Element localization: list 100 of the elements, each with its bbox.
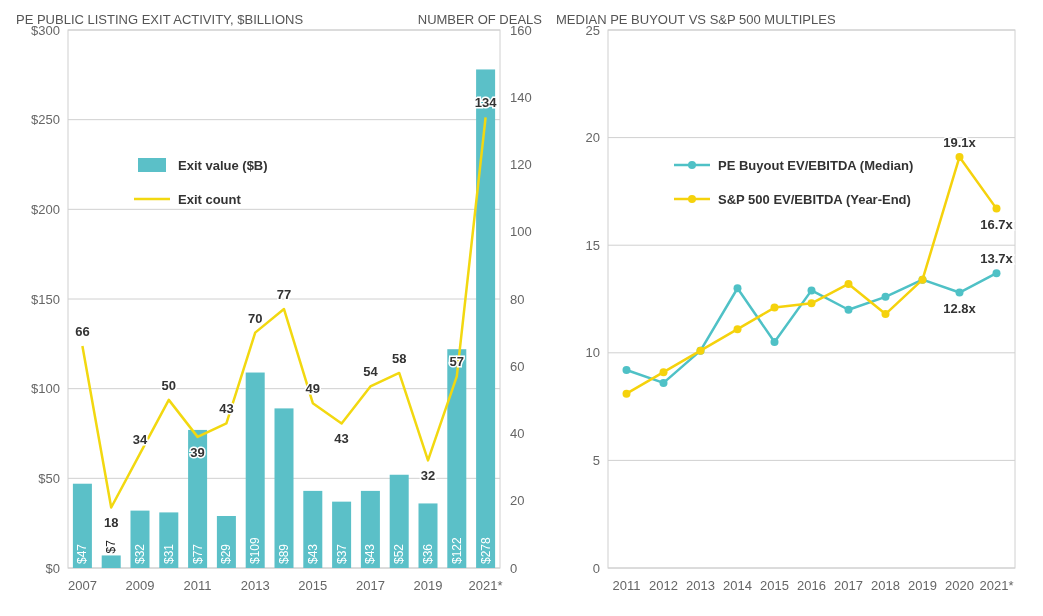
legend-label: Exit value ($B) — [178, 157, 268, 173]
legend-label: S&P 500 EV/EBITDA (Year-End) — [718, 191, 911, 207]
x-tick-label: 2011 — [183, 578, 212, 593]
point — [992, 269, 1001, 278]
point — [733, 284, 742, 293]
x-tick-label: 2013 — [240, 578, 270, 593]
data-label: 39 — [190, 444, 205, 460]
data-label: $32 — [133, 543, 147, 564]
y-tick-label: $100 — [31, 381, 60, 397]
data-label: 34 — [132, 431, 148, 447]
bar — [159, 512, 179, 568]
data-label: $89 — [277, 543, 291, 564]
data-label: $29 — [219, 543, 234, 564]
bar — [332, 501, 352, 568]
y-tick-label: $200 — [31, 201, 60, 217]
data-label: 16.7x — [980, 216, 1014, 232]
point — [844, 305, 853, 314]
data-label: $37 — [334, 543, 349, 564]
y2-axis-title: NUMBER OF DEALS — [417, 12, 543, 27]
point — [659, 378, 668, 387]
point — [622, 389, 631, 398]
y-tick-label: $150 — [31, 291, 60, 307]
x-tick-label: 2012 — [649, 578, 678, 593]
x-tick-label: 2011 — [612, 578, 641, 593]
y2-tick-label: 80 — [510, 291, 525, 307]
data-label: 54 — [363, 364, 379, 380]
y-tick-label: $0 — [45, 560, 60, 576]
data-label: $36 — [421, 543, 435, 564]
bar — [101, 555, 121, 568]
y-tick-label: 5 — [592, 452, 600, 468]
x-tick-label: 2017 — [355, 578, 385, 593]
y2-tick-label: 0 — [510, 560, 518, 576]
point — [622, 366, 631, 375]
data-label: 13.7x — [980, 251, 1014, 267]
x-tick-label: 2018 — [871, 578, 900, 593]
x-tick-label: 2020 — [945, 578, 974, 593]
point — [844, 279, 853, 288]
data-label: 19.1x — [943, 134, 977, 150]
data-label: 66 — [75, 324, 90, 340]
y2-tick-label: 60 — [510, 358, 525, 374]
x-tick-label: 2015 — [760, 578, 789, 593]
data-label: 58 — [391, 350, 407, 366]
point — [770, 338, 779, 347]
point — [807, 299, 816, 308]
data-label: $122 — [449, 536, 464, 564]
y-tick-label: 0 — [592, 560, 600, 576]
point — [733, 325, 742, 334]
data-label: 77 — [276, 287, 292, 303]
x-tick-label: 2021* — [979, 578, 1014, 593]
x-tick-label: 2019 — [908, 578, 937, 593]
point — [955, 288, 964, 297]
y2-tick-label: 40 — [510, 426, 525, 442]
data-label: $43 — [305, 543, 320, 564]
bar — [418, 503, 438, 568]
data-label: 50 — [161, 377, 177, 393]
data-label: 18 — [103, 515, 119, 531]
data-label: $278 — [478, 536, 493, 564]
x-tick-label: 2021* — [468, 578, 503, 593]
data-label: $77 — [190, 543, 205, 564]
bar — [274, 408, 294, 568]
y2-tick-label: 120 — [510, 157, 532, 173]
y-tick-label: 10 — [585, 345, 600, 361]
x-tick-label: 2007 — [67, 578, 97, 593]
y2-tick-label: 100 — [510, 224, 532, 240]
x-tick-label: 2014 — [723, 578, 752, 593]
data-label: 43 — [334, 431, 349, 447]
x-tick-label: 2016 — [797, 578, 826, 593]
x-tick-label: 2013 — [686, 578, 715, 593]
data-label: $52 — [392, 543, 407, 564]
y2-tick-label: 140 — [510, 89, 532, 105]
data-label: $47 — [75, 543, 90, 564]
legend-label: Exit count — [178, 191, 242, 207]
data-label: $7 — [104, 539, 119, 554]
data-label: 12.8x — [943, 300, 977, 316]
bar — [476, 69, 496, 568]
legend-label: PE Buyout EV/EBITDA (Median) — [718, 157, 914, 173]
data-label: $109 — [248, 536, 263, 564]
y-tick-label: 15 — [585, 237, 600, 253]
y-tick-label: $50 — [38, 470, 60, 486]
data-label: $31 — [161, 543, 176, 564]
point — [992, 204, 1001, 213]
x-tick-label: 2009 — [125, 578, 155, 593]
bar — [303, 490, 323, 568]
point — [807, 286, 816, 295]
point — [881, 292, 890, 301]
x-tick-label: 2017 — [834, 578, 863, 593]
point — [881, 310, 890, 319]
bar — [245, 372, 265, 568]
bar — [360, 490, 380, 568]
data-label: 70 — [247, 310, 263, 326]
y2-tick-label: 20 — [510, 493, 525, 509]
point — [770, 303, 779, 312]
x-tick-label: 2019 — [413, 578, 443, 593]
chart-title: MEDIAN PE BUYOUT VS S&P 500 MULTIPLES — [556, 12, 836, 27]
point — [659, 368, 668, 377]
point — [955, 152, 964, 161]
data-label: $43 — [363, 543, 378, 564]
x-tick-label: 2015 — [298, 578, 328, 593]
y-tick-label: $250 — [31, 112, 60, 128]
y-tick-label: 20 — [585, 130, 600, 146]
